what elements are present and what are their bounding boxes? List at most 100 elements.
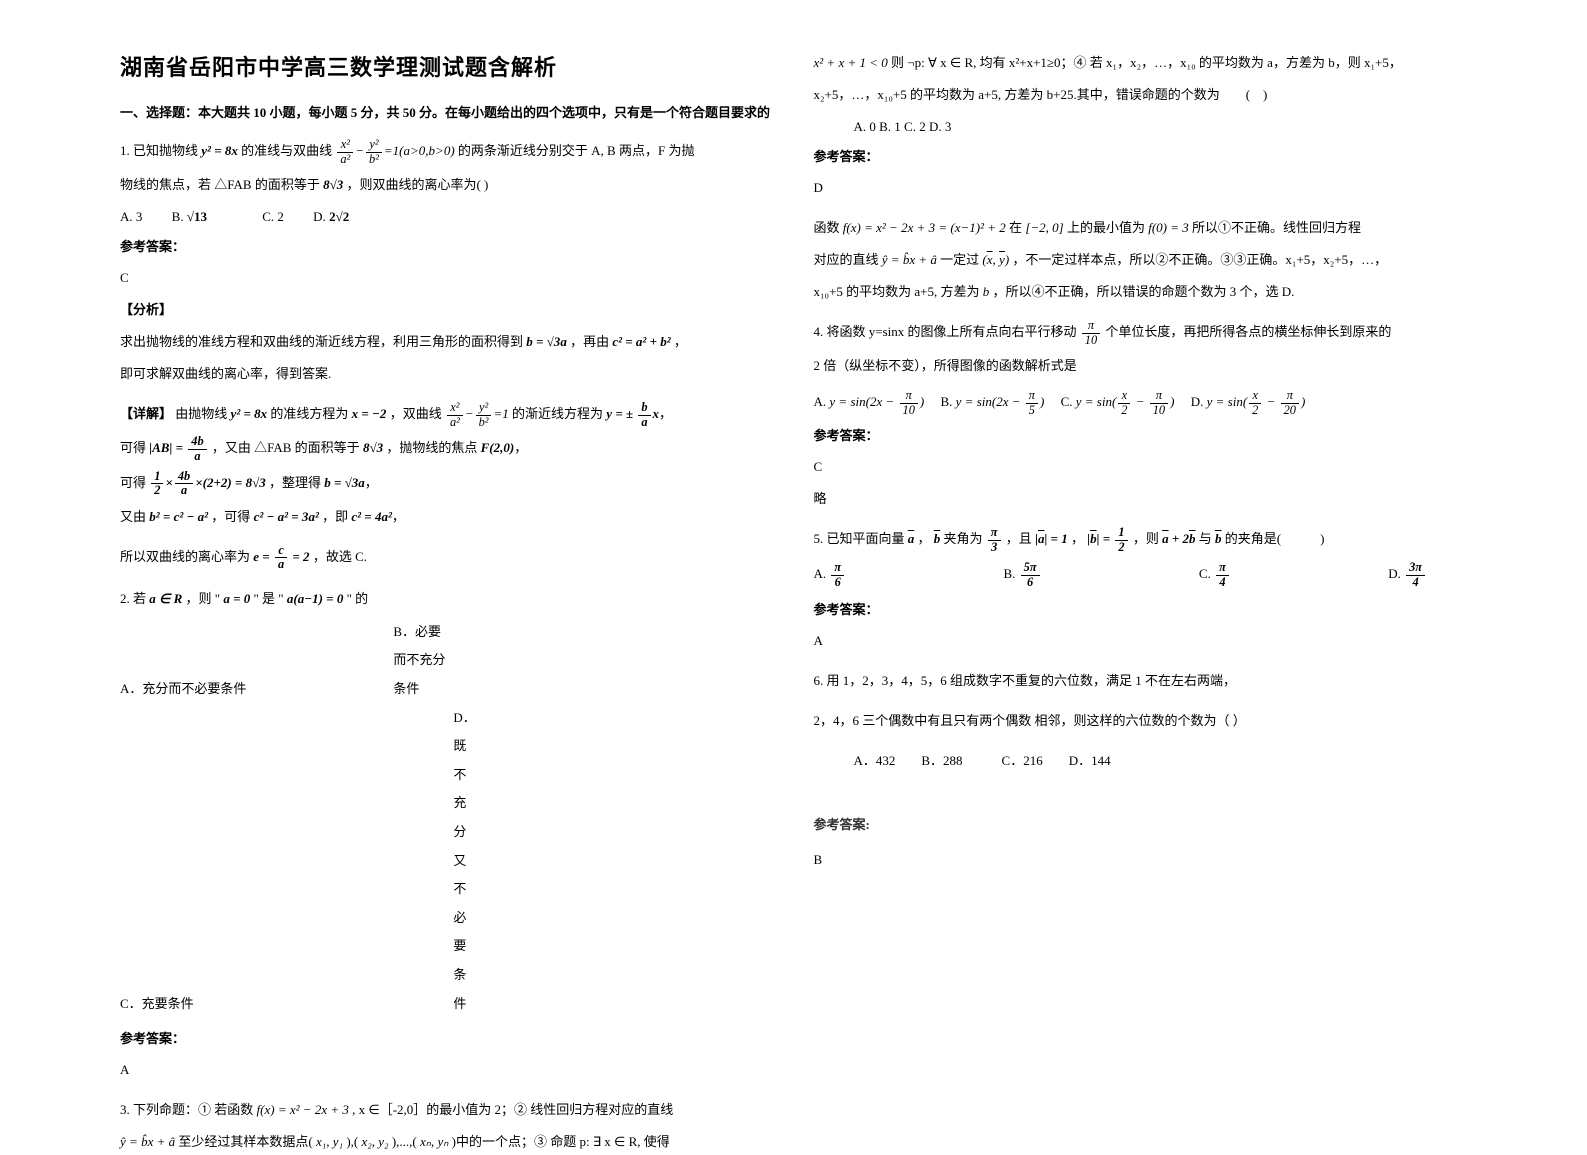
q3-text-2d: ),...,( [392,1134,417,1149]
q1-answer-label: 参考答案： [120,236,774,255]
q1-f-AB: |AB| = 4ba [149,440,208,455]
q5-lbl-d: D. [1388,560,1401,589]
q6-stem-line1: 6. 用 1，2，3，4，5，6 组成数字不重复的六位数，满足 1 不在左右两端… [814,668,1468,694]
q5-text-1: 5. 已知平面向量 [814,531,905,546]
q4-lbl-a: A. [814,394,827,409]
q1-analysis-1a: 求出抛物线的准线方程和双曲线的渐近线方程，利用三角形的面积得到 [120,334,523,349]
q1-detail-1a: 由抛物线 [175,406,227,421]
q1-detail-1b: 的准线方程为 [270,406,348,421]
q2-text-3: " 是 " [254,591,284,606]
q3-text-1b: , x ∈［-2,0］的最小值为 2；② 线性回归方程对应的直线 [352,1102,673,1117]
q4-frac: π10 [1080,324,1102,339]
q1-detail-4c: ，即 [322,509,348,524]
q4-lbl-d: D. [1191,394,1204,409]
q3-p2: x₂, y₂ [361,1134,388,1149]
q3-exp-pt: (x, y) [982,252,1009,267]
q3-answer-label: 参考答案： [814,146,1468,165]
q3-p1: x₁, y₁ [316,1134,343,1149]
q5-f-a: a [908,531,915,546]
q1-f-eq3: b² = c² − a² [149,509,208,524]
q3-exp-f1: f(x) = x² − 2x + 3 = (x−1)² + 2 [843,220,1006,235]
q4-opt-c: y = sin(x2 − π10) [1076,394,1175,409]
q1-f-c2: c² = a² + b² [612,334,670,349]
q5-text-3: 夹角为 [944,531,983,546]
q1-f-asym: y = ± bax [606,406,659,421]
q3-stem-line2: ŷ = b̂x + â 至少经过其样本数据点( x₁, y₁ ),( x₂, y… [120,1129,774,1155]
q1-opt-d: D. 2√2 [313,209,349,224]
q1-opt-b: B. √13 [172,209,207,224]
q3-exp-3b: b [983,284,990,299]
q2-options: A．充分而不必要条件B．必要而不充分条件 C．充要条件D．既不充分又不必要条件 [120,618,774,1018]
q1-opt-c: C. 2 [262,209,284,224]
q1-f-x: x = −2 [352,406,387,421]
q1-detail-1: 【详解】 由抛物线 y² = 8x 的准线方程为 x = −2 ，双曲线 x²a… [120,401,774,429]
q5-lbl-b: B. [1003,560,1015,589]
q1-f-eq2: b = √3a [324,475,365,490]
q1-f-parabola2: y² = 8x [231,406,268,421]
q3-exp-f0: f(0) = 3 [1148,220,1189,235]
q5-lbl-c: C. [1199,560,1211,589]
q1-hyperbola: x²a²−y²b²=1(a>0,b>0) [335,143,458,158]
q1-area: 8√3 [323,177,343,192]
q1-detail-3b: ，整理得 [269,475,321,490]
q5-text-7: 与 [1199,531,1215,546]
q1-text-2: 的准线与双曲线 [241,143,332,158]
q2-f1: a ∈ R [149,591,182,606]
q3-f-fx: f(x) = x² − 2x + 3 [257,1102,349,1117]
q4-opt-a: y = sin(2x − π10) [829,394,924,409]
q2-stem: 2. 若 a ∈ R ，则 " a = 0 " 是 " a(a−1) = 0 "… [120,586,774,612]
q3-text-1: 3. 下列命题：① 若函数 [120,1102,253,1117]
q1-detail-2c: ，抛物线的焦点 [386,440,477,455]
q1-text-3: 的两条渐近线分别交于 A, B 两点，F 为抛 [458,143,695,158]
q5-text-8: 的夹角是( ) [1225,531,1325,546]
q3-r-text1: 则 ¬p: ∀ x ∈ R, 均有 x²+x+1≥0；④ 若 x₁，x₂，…，x… [891,55,1402,70]
q1-analysis-2: 即可求解双曲线的离心率，得到答案. [120,361,774,387]
q3-exp-3a: x₁₀+5 的平均数为 a+5, 方差为 [814,284,980,299]
q5-text-2: ， [918,531,931,546]
q4-answer-label: 参考答案： [814,425,1468,444]
q3-pn: xₙ, yₙ [420,1134,448,1149]
q5-text-5: ， [1071,531,1084,546]
q3-exp-2: 对应的直线 ŷ = b̂x + â 一定过 (x, y) ，不一定过样本点，所以… [814,247,1468,273]
q5-answer: A [814,628,1468,654]
q1-f-eq5: c² = 4a² [351,509,392,524]
q4-text-1b: 个单位长度，再把所得各点的横坐标伸长到原来的 [1105,324,1391,339]
q1-answer: C [120,265,774,291]
q3-stem-line1: 3. 下列命题：① 若函数 f(x) = x² − 2x + 3 , x ∈［-… [120,1097,774,1123]
q2-f2: a = 0 [223,591,250,606]
q1-f-e: e = ca = 2 [253,549,309,564]
q4-opt-b: y = sin(2x − π5) [956,394,1045,409]
q1-analysis-1: 求出抛物线的准线方程和双曲线的渐近线方程，利用三角形的面积得到 b = √3a … [120,329,774,355]
q2-opt-c: C．充要条件 [120,990,283,1019]
right-column: x² + x + 1 < 0 则 ¬p: ∀ x ∈ R, 均有 x²+x+1≥… [794,50,1488,1072]
q1-detail-5: 所以双曲线的离心率为 e = ca = 2 ，故选 C. [120,544,774,572]
q3-r-f1: x² + x + 1 < 0 [814,55,888,70]
q5-opt-d: 3π4 [1404,560,1427,589]
q6-stem-line2: 2，4，6 三个偶数中有且只有两个偶数 相邻，则这样的六位数的个数为（ ） [814,708,1468,734]
q5-opt-a: π6 [829,560,846,589]
q3-text-2b: 至少经过其样本数据点( [178,1134,312,1149]
q3-reg: ŷ = b̂x + â [120,1134,175,1149]
q4-stem-line2: 2 倍（纵坐标不变），所得图像的函数解析式是 [814,353,1468,379]
q3-exp-1b: 在 [1009,220,1022,235]
q3-exp-1c: 上的最小值为 [1067,220,1145,235]
q4-stem-line1: 4. 将函数 y=sinx 的图像上所有点向右平行移动 π10 个单位长度，再把… [814,319,1468,347]
q1-options: A. 3 B. √13 C. 2 D. 2√2 [120,204,774,230]
q1-text-1: 1. 已知抛物线 [120,143,198,158]
q2-text-2: ，则 " [186,591,221,606]
q5-opt-d-wrap: D. 3π4 [1388,560,1427,589]
q2-text-1: 2. 若 [120,591,146,606]
q1-detail-2b: ，又由 △FAB 的面积等于 [212,440,360,455]
q3-exp-2c: ，不一定过样本点，所以②不正确。③③正确。x₁+5，x₂+5，…， [1012,252,1387,267]
q3-exp-2b: 一定过 [940,252,979,267]
q1-f-hyper2: x²a²−y²b²=1 [445,406,512,421]
q3-right-stem1: x² + x + 1 < 0 则 ¬p: ∀ x ∈ R, 均有 x²+x+1≥… [814,50,1468,76]
q1-analysis-1b: ，再由 [570,334,609,349]
q4-exp: 略 [814,486,1468,512]
q1-parabola: y² = 8x [201,143,238,158]
q1-detail-1c: ，双曲线 [390,406,442,421]
q4-lbl-c: C. [1061,394,1073,409]
q1-f-area2: 8√3 [363,440,383,455]
q5-opt-b-wrap: B. 5π6 [1003,560,1041,589]
q4-lbl-b: B. [940,394,952,409]
